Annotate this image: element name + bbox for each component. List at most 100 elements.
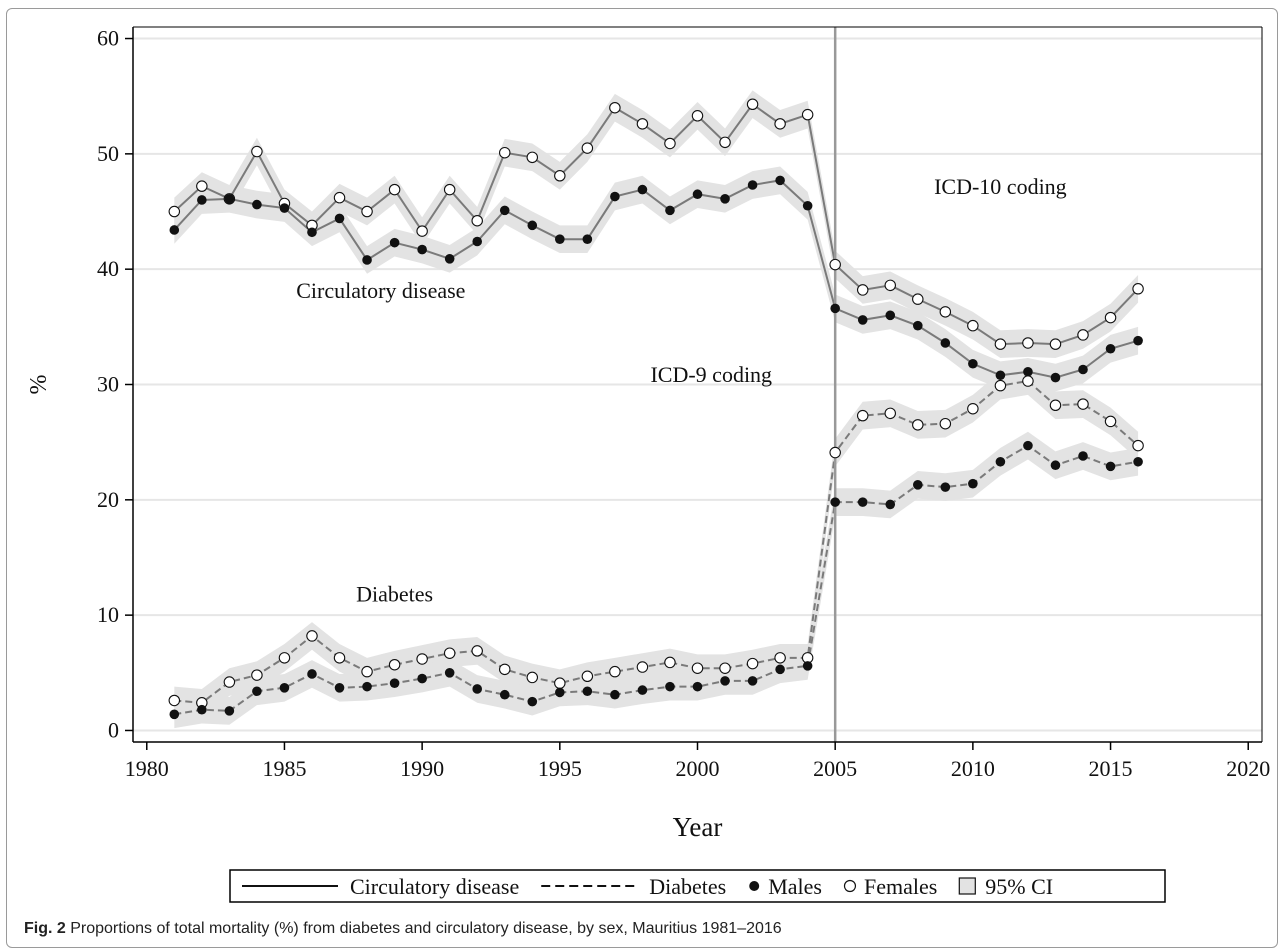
data-point-circulatory-disease-females (664, 137, 676, 150)
data-point-circulatory-disease-males (692, 189, 703, 200)
data-point-diabetes-females (609, 665, 621, 678)
data-point-diabetes-males (1078, 451, 1088, 461)
data-point-circulatory-disease-males (885, 310, 896, 321)
data-point-circulatory-disease-males (417, 244, 427, 255)
y-tick-label: 0 (108, 717, 119, 742)
data-point-diabetes-males (1023, 440, 1033, 451)
data-point-diabetes-males (417, 673, 427, 684)
data-point-circulatory-disease-females (251, 145, 263, 158)
data-point-circulatory-disease-females (361, 205, 373, 218)
ci-band-layer (174, 90, 1139, 729)
data-point-diabetes-males (747, 676, 758, 686)
data-point-diabetes-females (1022, 375, 1034, 387)
data-point-diabetes-males (912, 480, 923, 490)
data-point-diabetes-females (443, 647, 456, 659)
data-point-diabetes-males (389, 678, 400, 688)
y-tick-label: 20 (97, 487, 119, 512)
data-point-circulatory-disease-females (388, 183, 401, 196)
data-point-circulatory-disease-females (994, 338, 1007, 350)
caption-label: Fig. 2 (24, 920, 66, 937)
annotation-icd-9-coding: ICD-9 coding (650, 362, 772, 387)
data-point-circulatory-disease-males (1133, 335, 1143, 346)
x-tick-label: 1980 (125, 756, 169, 781)
data-point-diabetes-males (555, 687, 565, 698)
data-point-diabetes-females (554, 677, 566, 689)
x-tick-label: 2015 (1089, 756, 1133, 781)
data-point-diabetes-males (334, 682, 345, 693)
data-point-circulatory-disease-females (443, 183, 456, 196)
data-point-diabetes-females (1049, 399, 1062, 412)
data-point-circulatory-disease-females (471, 214, 483, 227)
data-point-circulatory-disease-females (1022, 337, 1034, 349)
data-point-diabetes-males (279, 682, 290, 693)
data-point-diabetes-males (968, 478, 978, 489)
data-point-circulatory-disease-females (746, 98, 759, 111)
data-point-circulatory-disease-females (416, 225, 428, 237)
data-point-diabetes-males (1133, 456, 1143, 467)
data-point-circulatory-disease-males (499, 205, 510, 216)
legend-label-males: Males (768, 874, 822, 899)
data-point-circulatory-disease-females (636, 118, 649, 130)
legend: Circulatory disease Diabetes Males Females 9… (229, 869, 1166, 903)
data-point-circulatory-disease-males (1050, 372, 1061, 383)
data-point-circulatory-disease-males (720, 194, 730, 204)
data-point-diabetes-females (306, 630, 318, 642)
data-point-diabetes-males (252, 686, 262, 697)
data-point-circulatory-disease-females (333, 191, 346, 204)
data-point-diabetes-males (197, 704, 207, 715)
data-point-diabetes-males (472, 684, 483, 694)
data-point-diabetes-males (995, 456, 1006, 467)
annotation-icd-10-coding: ICD-10 coding (934, 174, 1067, 199)
x-axis-label: Year (673, 812, 723, 842)
data-point-circulatory-disease-males (224, 194, 235, 204)
data-point-diabetes-males (362, 681, 372, 692)
data-point-circulatory-disease-females (774, 118, 786, 130)
data-point-diabetes-females (939, 417, 952, 430)
data-point-diabetes-males (499, 689, 510, 700)
data-point-circulatory-disease-males (857, 315, 868, 325)
data-point-diabetes-females (471, 645, 483, 657)
data-point-diabetes-males (307, 669, 317, 679)
x-tick-label: 1990 (400, 756, 444, 781)
data-point-circulatory-disease-males (307, 227, 317, 238)
data-point-diabetes-females (636, 661, 649, 673)
ci-band-diabetes-males (174, 431, 1139, 729)
annotation-layer: Circulatory disease Diabetes ICD-9 coding I… (296, 174, 1066, 606)
x-tick-label: 1985 (262, 756, 306, 781)
annotation-circulatory-disease: Circulatory disease (296, 278, 465, 303)
data-point-circulatory-disease-females (1104, 311, 1117, 324)
data-point-diabetes-males (775, 664, 785, 675)
data-point-diabetes-males (1050, 460, 1061, 471)
data-point-diabetes-males (224, 706, 235, 716)
data-point-diabetes-females (912, 419, 924, 431)
data-point-circulatory-disease-females (884, 279, 897, 292)
data-point-diabetes-females (1132, 439, 1144, 452)
data-point-diabetes-males (692, 681, 703, 692)
data-point-circulatory-disease-males (1078, 364, 1088, 375)
data-point-diabetes-females (774, 652, 786, 664)
data-point-circulatory-disease-males (775, 175, 785, 186)
data-point-circulatory-disease-males (637, 184, 648, 195)
data-point-diabetes-females (223, 676, 236, 688)
series-line-diabetes-females (174, 379, 1139, 704)
data-point-diabetes-females (746, 657, 759, 670)
data-point-circulatory-disease-females (856, 284, 869, 296)
ci-band-circulatory-disease-females (174, 90, 1139, 358)
data-point-circulatory-disease-females (168, 205, 181, 218)
data-point-diabetes-males (830, 497, 840, 507)
data-point-circulatory-disease-females (829, 258, 841, 271)
data-point-diabetes-males (444, 668, 455, 678)
x-tick-label: 1995 (538, 756, 582, 781)
data-point-circulatory-disease-males (1023, 367, 1033, 377)
data-point-diabetes-females (719, 662, 731, 674)
data-point-diabetes-males (720, 676, 730, 686)
data-point-diabetes-females (251, 669, 263, 681)
data-point-diabetes-females (856, 409, 869, 422)
data-point-circulatory-disease-males (665, 205, 675, 216)
y-tick-label: 10 (97, 602, 119, 627)
data-point-circulatory-disease-males (968, 358, 978, 369)
legend-label-females: Females (864, 874, 937, 899)
data-point-circulatory-disease-females (1132, 283, 1144, 295)
data-point-diabetes-females (498, 663, 511, 676)
data-point-diabetes-females (581, 670, 594, 683)
